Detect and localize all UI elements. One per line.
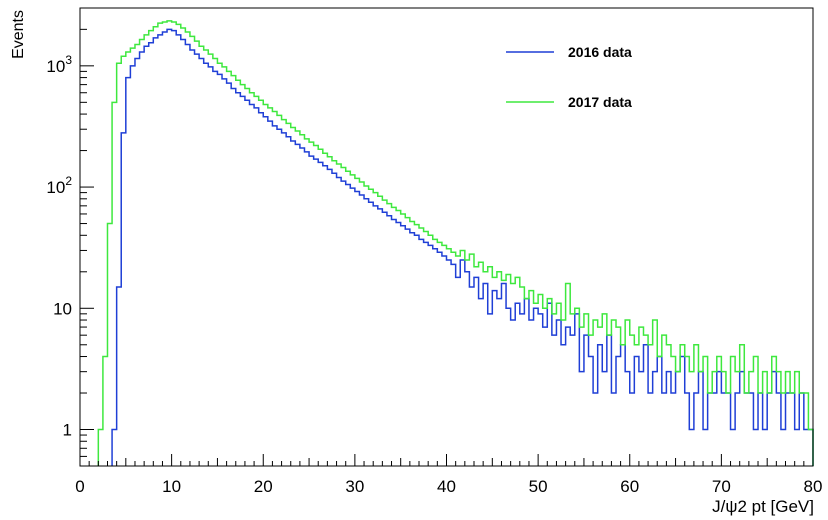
series-1 (97, 20, 814, 466)
legend-label: 2016 data (568, 44, 632, 60)
legend-entry: 2016 data (506, 44, 632, 60)
x-tick-label: 60 (620, 477, 639, 496)
series-0 (111, 28, 814, 466)
x-tick-label: 10 (162, 477, 181, 496)
x-tick-label: 0 (75, 477, 84, 496)
y-tick-label: 1 (63, 421, 72, 440)
y-axis: 1 10 102 103 (46, 7, 94, 467)
x-tick-label: 70 (712, 477, 731, 496)
x-tick-label: 40 (437, 477, 456, 496)
series-line (111, 28, 814, 466)
y-tick-label: 103 (46, 53, 72, 76)
x-tick-label: 20 (254, 477, 273, 496)
x-tick-label: 50 (529, 477, 548, 496)
series-line (97, 20, 814, 466)
x-tick-label: 80 (804, 477, 823, 496)
legend-entry: 2017 data (506, 94, 632, 110)
x-axis: 0 10 20 30 40 50 60 70 80 (75, 454, 822, 496)
y-axis-label: Events (10, 10, 27, 59)
series-layer (97, 20, 814, 466)
x-tick-label: 30 (345, 477, 364, 496)
y-tick-label: 10 (53, 299, 72, 318)
legend: 2016 data 2017 data (506, 44, 632, 110)
y-tick-label: 102 (46, 174, 72, 197)
legend-label: 2017 data (568, 94, 632, 110)
x-axis-label: J/ψ2 pt [GeV] (712, 497, 814, 516)
